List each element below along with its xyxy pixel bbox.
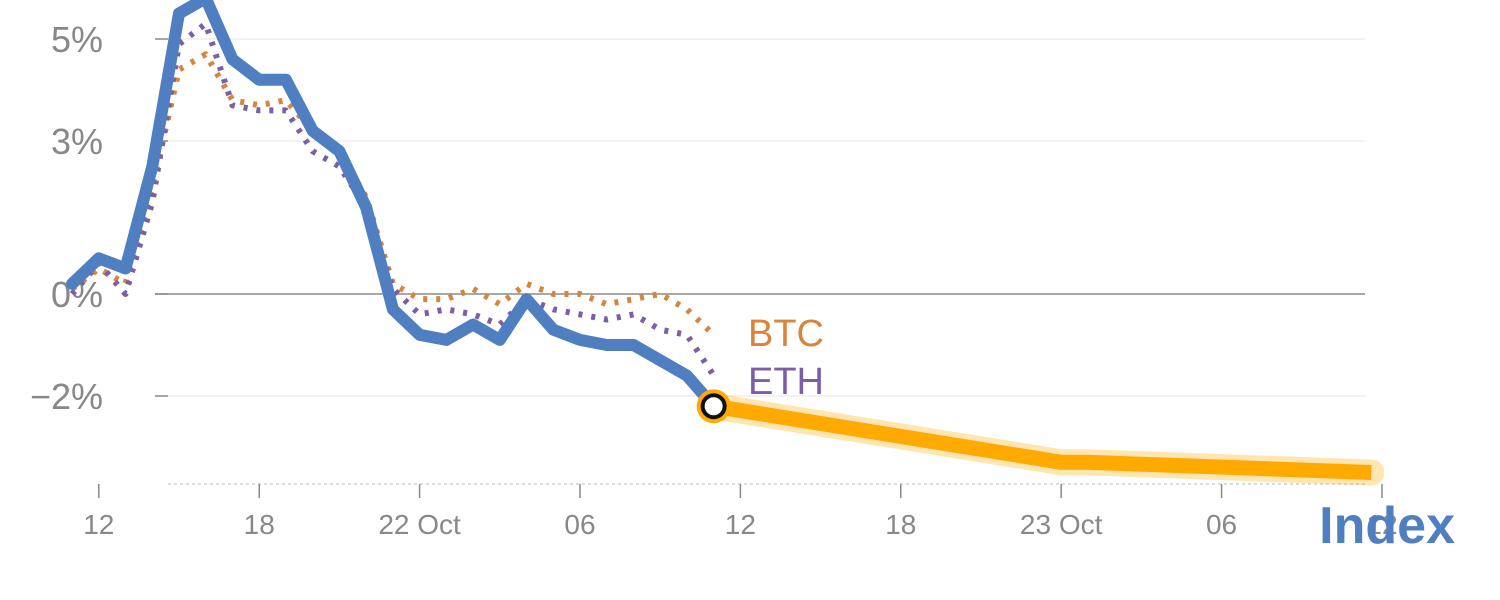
- x-tick-label-4: 12: [725, 509, 756, 540]
- eth-series-label: ETH: [748, 361, 824, 403]
- x-tick-label-6: 23 Oct: [1020, 509, 1103, 540]
- index-series-label: Index: [1319, 497, 1455, 555]
- grid-lines: [155, 38, 1365, 397]
- y-axis: 5%3%0%−2%: [30, 19, 168, 417]
- series-lines: [66, 0, 1385, 486]
- y-tick-label-3: −2%: [30, 376, 103, 417]
- index-line: [66, 0, 720, 413]
- x-tick-label-7: 06: [1206, 509, 1237, 540]
- forecast-line: [712, 398, 1372, 480]
- x-tick-label-1: 18: [244, 509, 275, 540]
- x-tick-label-2: 22 Oct: [378, 509, 461, 540]
- y-tick-label-1: 3%: [51, 121, 103, 162]
- x-tick-label-0: 12: [83, 509, 114, 540]
- x-tick-label-8: 12: [1366, 509, 1397, 540]
- x-tick-label-3: 06: [564, 509, 595, 540]
- series-labels: BTC ETH Index: [748, 313, 1455, 555]
- eth-line: [69, 20, 717, 378]
- x-tick-label-5: 18: [885, 509, 916, 540]
- x-axis: 12 18 22 Oct 06 12 18 23 Oct 06 12: [83, 483, 1398, 540]
- btc-series-label: BTC: [748, 313, 824, 355]
- marker-dot: [700, 393, 727, 420]
- y-tick-label-0: 5%: [51, 19, 103, 60]
- current-point-marker: [696, 389, 731, 424]
